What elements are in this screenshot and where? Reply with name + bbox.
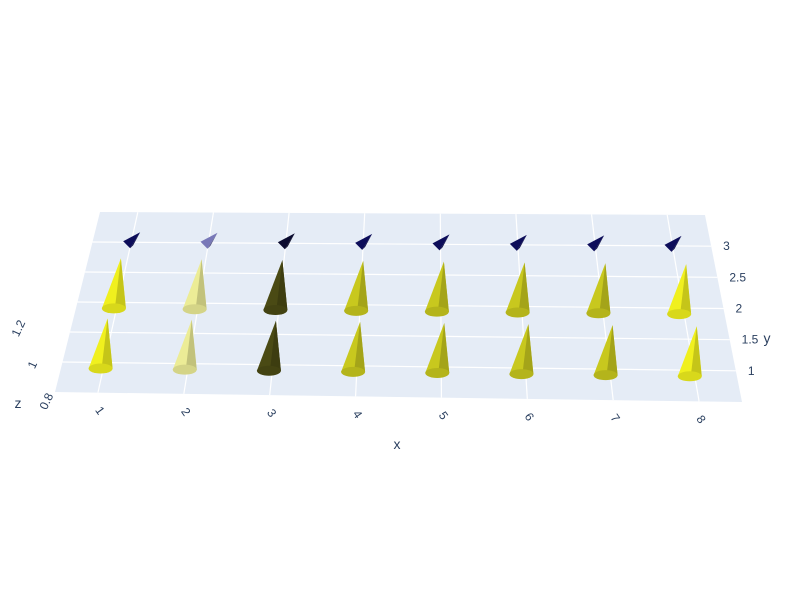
cone-shade: [606, 325, 618, 376]
x-tick-label: 1: [92, 404, 107, 418]
cone-shade: [690, 326, 702, 377]
plot-background: [55, 212, 742, 402]
x-tick-label: 8: [693, 413, 708, 427]
cone-body: [664, 235, 682, 252]
cone: [505, 262, 530, 318]
cone: [277, 233, 295, 250]
cone: [677, 326, 702, 382]
cone-shade: [594, 235, 605, 252]
cone-base: [344, 305, 369, 316]
cone-shade: [284, 233, 295, 250]
cone: [432, 234, 450, 251]
cone-shade: [101, 318, 113, 369]
y-grid-line: [69, 331, 730, 341]
z-tick-label: 0.8: [37, 390, 57, 411]
cone-shade: [671, 235, 682, 252]
cone-base: [88, 363, 113, 374]
cone: [344, 260, 369, 316]
cone-body: [200, 232, 218, 249]
cone: [355, 233, 373, 250]
cone-shade: [362, 233, 373, 250]
cone-body: [277, 233, 295, 250]
cone-shade: [276, 260, 288, 311]
y-axis-title: y: [764, 330, 771, 346]
cone-body: [432, 234, 450, 251]
cone-shade: [357, 260, 369, 311]
cone-base: [593, 370, 618, 381]
cone-shade: [439, 234, 450, 251]
cone: [425, 322, 450, 378]
cone: [182, 259, 207, 315]
z-tick-label: 1: [25, 359, 41, 371]
cone-base: [677, 371, 702, 382]
cone-shade: [437, 261, 449, 312]
cone-base: [341, 366, 366, 377]
cone-shade: [518, 262, 530, 313]
cone-base: [505, 307, 530, 318]
cone-shade: [114, 258, 126, 309]
cone: [341, 321, 366, 377]
cone-base: [425, 367, 450, 378]
cone: [200, 232, 218, 249]
cone-base: [509, 369, 534, 380]
cone: [509, 234, 527, 251]
y-tick-label: 3: [723, 239, 730, 253]
z-tick-label: 1.2: [9, 317, 29, 338]
cone-shade: [516, 234, 527, 251]
cone: [587, 235, 605, 252]
cone-base: [667, 309, 692, 320]
cone: [509, 324, 534, 380]
cone: [586, 263, 611, 319]
cone-body: [587, 235, 605, 252]
y-tick-label: 1.5: [742, 333, 759, 347]
cone-shade: [269, 320, 281, 371]
x-tick-label: 5: [436, 409, 451, 423]
cone-shade: [185, 319, 197, 370]
cone: [424, 261, 449, 317]
cone-base: [182, 304, 207, 315]
x-tick-label: 4: [350, 408, 365, 422]
cone-base: [101, 303, 126, 314]
y-tick-label: 2: [736, 302, 743, 316]
cone: [593, 325, 618, 381]
x-tick-label: 2: [178, 405, 193, 419]
cone-shade: [599, 263, 611, 314]
x-tick-label: 3: [264, 406, 279, 420]
cone: [667, 264, 692, 320]
cone: [88, 318, 113, 374]
z-axis-title: z: [15, 395, 22, 411]
cone: [123, 232, 141, 249]
cone-body: [123, 232, 141, 249]
cone-shade: [438, 322, 450, 373]
cone-shade: [354, 321, 366, 372]
cone: [263, 260, 288, 316]
y-grid-line: [62, 361, 736, 372]
x-axis-title: x: [394, 436, 401, 452]
scene-3d: [55, 212, 742, 402]
cone-base: [424, 306, 449, 317]
cone: [101, 258, 126, 314]
cone-base: [256, 365, 281, 376]
cone-shade: [680, 264, 692, 315]
cone-body: [355, 233, 373, 250]
x-tick-label: 6: [522, 410, 537, 424]
cone-shade: [207, 232, 218, 249]
cone-base: [172, 364, 197, 375]
cones-layer: [88, 232, 702, 382]
y-grid-line: [92, 241, 712, 247]
y-tick-label: 1: [748, 364, 755, 378]
y-grid-line: [84, 271, 718, 278]
cone-shade: [130, 232, 141, 249]
cone-base: [263, 305, 288, 316]
cone: [172, 319, 197, 375]
cone-base: [586, 308, 611, 319]
cone-shade: [522, 324, 534, 375]
x-tick-label: 7: [608, 411, 623, 425]
cone: [664, 235, 682, 252]
cone-body: [509, 234, 527, 251]
y-tick-label: 2.5: [729, 270, 746, 284]
cone-shade: [195, 259, 207, 310]
cone: [256, 320, 281, 376]
